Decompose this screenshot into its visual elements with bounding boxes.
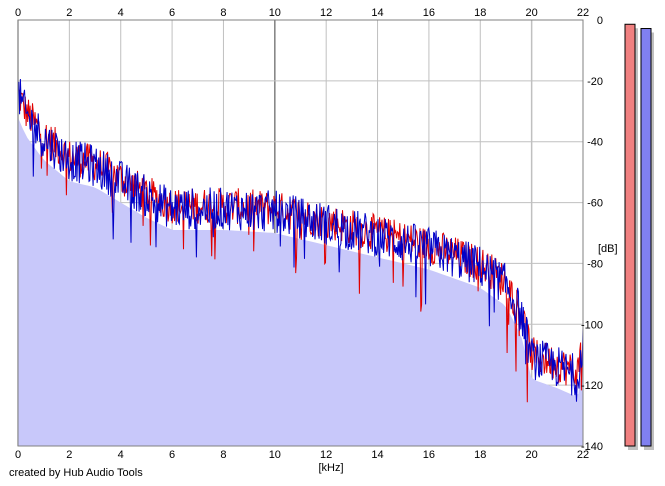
y-tick-label: -120 <box>581 380 603 392</box>
x-tick-label-top: 6 <box>169 7 175 19</box>
x-tick-label-top: 0 <box>15 7 21 19</box>
y-tick-label: -140 <box>581 441 603 453</box>
x-tick-label-bottom: 4 <box>118 449 124 461</box>
x-tick-label-bottom: 14 <box>371 449 383 461</box>
y-tick-label: -60 <box>587 198 603 210</box>
y-tick-label: 0 <box>597 15 603 27</box>
x-tick-label-bottom: 8 <box>220 449 226 461</box>
x-tick-label-bottom: 16 <box>423 449 435 461</box>
credit-text: created by Hub Audio Tools <box>9 467 143 479</box>
x-tick-label-bottom: 22 <box>577 449 589 461</box>
x-tick-label-top: 16 <box>423 7 435 19</box>
x-tick-label-top: 12 <box>320 7 332 19</box>
level-meters <box>624 23 654 451</box>
x-tick-label-bottom: 20 <box>526 449 538 461</box>
y-tick-label: -100 <box>581 319 603 331</box>
x-tick-label-top: 22 <box>577 7 589 19</box>
x-tick-label-bottom: 12 <box>320 449 332 461</box>
x-tick-label-bottom: 0 <box>15 449 21 461</box>
spectrum-area <box>18 117 583 447</box>
x-tick-labels-bottom: 0 2 4 6 8 10 12 14 16 18 20 22 <box>15 449 589 461</box>
x-tick-label-bottom: 18 <box>474 449 486 461</box>
plot-frame <box>17 19 584 447</box>
x-tick-label-top: 14 <box>371 7 383 19</box>
y-axis-label: [dB] <box>598 243 618 255</box>
series-line-blue <box>17 78 584 402</box>
x-tick-label-bottom: 2 <box>66 449 72 461</box>
x-tick-label-top: 2 <box>66 7 72 19</box>
x-axis-label: [kHz] <box>318 462 343 474</box>
x-tick-label-top: 20 <box>526 7 538 19</box>
y-tick-label: -20 <box>587 76 603 88</box>
level-meter-bar <box>640 28 652 447</box>
x-tick-label-top: 8 <box>220 7 226 19</box>
x-tick-labels-top: 0 2 4 6 8 10 12 14 16 18 20 22 <box>15 7 589 19</box>
x-tick-label-bottom: 6 <box>169 449 175 461</box>
x-tick-label-top: 4 <box>118 7 124 19</box>
x-tick-label-top: 10 <box>269 7 281 19</box>
x-tick-label-top: 18 <box>474 7 486 19</box>
y-tick-label: -40 <box>587 137 603 149</box>
x-tick-label-bottom: 10 <box>269 449 281 461</box>
y-tick-label: -80 <box>587 258 603 270</box>
level-meter-bar <box>624 23 636 447</box>
y-tick-labels: 0 -20 -40 -60 -80 -100 -120 -140 <box>581 15 603 453</box>
